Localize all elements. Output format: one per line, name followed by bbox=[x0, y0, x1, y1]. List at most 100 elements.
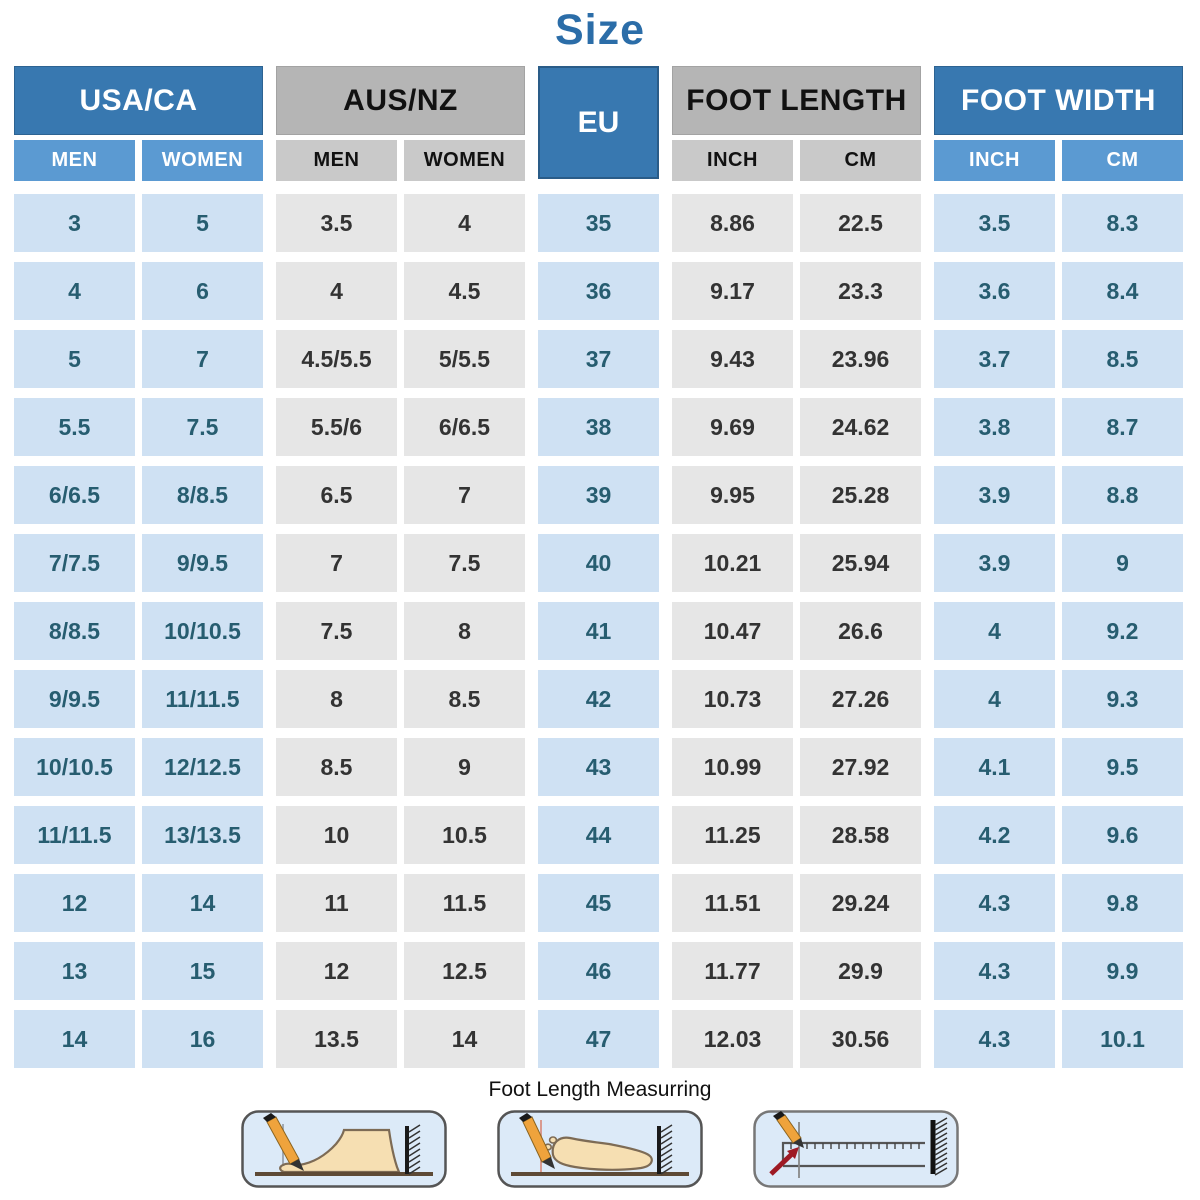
cell-aus-women: 7 bbox=[404, 466, 525, 524]
cell-foot-length-inch: 11.25 bbox=[672, 806, 793, 864]
cell-foot-width-cm: 9.9 bbox=[1062, 942, 1183, 1000]
cell-usa-women: 13/13.5 bbox=[142, 806, 263, 864]
cell-usa-men: 8/8.5 bbox=[14, 602, 135, 660]
cell-foot-length-cm: 26.6 bbox=[800, 602, 921, 660]
cell-aus-women: 5/5.5 bbox=[404, 330, 525, 388]
ruler-measure-icon bbox=[753, 1110, 959, 1188]
cell-foot-length-cm: 23.96 bbox=[800, 330, 921, 388]
subheader-row-usa: MEN WOMEN bbox=[14, 140, 263, 181]
cell-usa-men: 9/9.5 bbox=[14, 670, 135, 728]
cell-foot-length-cm: 25.28 bbox=[800, 466, 921, 524]
cell-usa-women: 7.5 bbox=[142, 398, 263, 456]
cell-foot-width-inch: 4.3 bbox=[934, 1010, 1055, 1068]
cell-foot-width-cm: 8.7 bbox=[1062, 398, 1183, 456]
header-aus-nz: AUS/NZ bbox=[276, 66, 525, 135]
table-row: 3 5 3.5 4 35 8.86 22.5 3.5 8.3 bbox=[14, 194, 1186, 252]
cell-aus-men: 10 bbox=[276, 806, 397, 864]
cell-foot-width-inch: 3.9 bbox=[934, 534, 1055, 592]
subheader-usa-men: MEN bbox=[14, 140, 135, 181]
cell-foot-length-inch: 10.47 bbox=[672, 602, 793, 660]
cell-foot-length-cm: 28.58 bbox=[800, 806, 921, 864]
cell-eu: 35 bbox=[538, 194, 659, 252]
cell-foot-length-inch: 9.43 bbox=[672, 330, 793, 388]
cell-aus-women: 7.5 bbox=[404, 534, 525, 592]
cell-aus-women: 8.5 bbox=[404, 670, 525, 728]
cell-usa-women: 9/9.5 bbox=[142, 534, 263, 592]
cell-aus-men: 6.5 bbox=[276, 466, 397, 524]
cell-usa-men: 5.5 bbox=[14, 398, 135, 456]
cell-foot-width-cm: 9 bbox=[1062, 534, 1183, 592]
cell-usa-women: 11/11.5 bbox=[142, 670, 263, 728]
cell-aus-men: 7 bbox=[276, 534, 397, 592]
measuring-guide: Foot Length Measurring bbox=[0, 1078, 1200, 1188]
header-eu: EU bbox=[538, 66, 659, 179]
cell-usa-men: 5 bbox=[14, 330, 135, 388]
cell-eu: 46 bbox=[538, 942, 659, 1000]
table-row: 5 7 4.5/5.5 5/5.5 37 9.43 23.96 3.7 8.5 bbox=[14, 330, 1186, 388]
cell-usa-men: 14 bbox=[14, 1010, 135, 1068]
cell-foot-width-inch: 3.9 bbox=[934, 466, 1055, 524]
cell-usa-women: 16 bbox=[142, 1010, 263, 1068]
cell-foot-length-cm: 23.3 bbox=[800, 262, 921, 320]
cell-foot-length-inch: 8.86 bbox=[672, 194, 793, 252]
cell-usa-women: 14 bbox=[142, 874, 263, 932]
cell-foot-width-inch: 4 bbox=[934, 602, 1055, 660]
cell-foot-width-inch: 3.6 bbox=[934, 262, 1055, 320]
cell-aus-women: 11.5 bbox=[404, 874, 525, 932]
cell-usa-men: 10/10.5 bbox=[14, 738, 135, 796]
table-row: 9/9.5 11/11.5 8 8.5 42 10.73 27.26 4 9.3 bbox=[14, 670, 1186, 728]
cell-usa-men: 7/7.5 bbox=[14, 534, 135, 592]
cell-foot-width-inch: 4.3 bbox=[934, 874, 1055, 932]
subheader-width-cm: CM bbox=[1062, 140, 1183, 181]
cell-foot-length-inch: 12.03 bbox=[672, 1010, 793, 1068]
cell-aus-women: 4.5 bbox=[404, 262, 525, 320]
cell-aus-women: 10.5 bbox=[404, 806, 525, 864]
table-row: 13 15 12 12.5 46 11.77 29.9 4.3 9.9 bbox=[14, 942, 1186, 1000]
cell-foot-length-cm: 22.5 bbox=[800, 194, 921, 252]
cell-foot-length-inch: 10.21 bbox=[672, 534, 793, 592]
subheader-usa-women: WOMEN bbox=[142, 140, 263, 181]
cell-usa-men: 4 bbox=[14, 262, 135, 320]
cell-foot-length-inch: 10.99 bbox=[672, 738, 793, 796]
cell-foot-length-cm: 27.92 bbox=[800, 738, 921, 796]
table-row: 6/6.5 8/8.5 6.5 7 39 9.95 25.28 3.9 8.8 bbox=[14, 466, 1186, 524]
cell-foot-length-cm: 24.62 bbox=[800, 398, 921, 456]
cell-aus-men: 4.5/5.5 bbox=[276, 330, 397, 388]
cell-foot-width-cm: 9.5 bbox=[1062, 738, 1183, 796]
cell-foot-length-cm: 29.9 bbox=[800, 942, 921, 1000]
cell-foot-width-cm: 8.8 bbox=[1062, 466, 1183, 524]
table-body: 3 5 3.5 4 35 8.86 22.5 3.5 8.3 4 6 4 4.5 36 9.17 23.3 3.… bbox=[14, 194, 1186, 1068]
cell-foot-width-inch: 3.8 bbox=[934, 398, 1055, 456]
cell-usa-women: 7 bbox=[142, 330, 263, 388]
subheader-length-inch: INCH bbox=[672, 140, 793, 181]
table-row: 14 16 13.5 14 47 12.03 30.56 4.3 10.1 bbox=[14, 1010, 1186, 1068]
cell-foot-width-inch: 4 bbox=[934, 670, 1055, 728]
foot-side-measure-icon bbox=[241, 1110, 447, 1188]
cell-foot-width-cm: 8.3 bbox=[1062, 194, 1183, 252]
cell-foot-length-inch: 11.77 bbox=[672, 942, 793, 1000]
cell-eu: 47 bbox=[538, 1010, 659, 1068]
cell-aus-women: 8 bbox=[404, 602, 525, 660]
subheader-length-cm: CM bbox=[800, 140, 921, 181]
table-header: USA/CA MEN WOMEN AUS/NZ MEN WOMEN EU FOO… bbox=[14, 66, 1186, 181]
cell-foot-width-inch: 4.3 bbox=[934, 942, 1055, 1000]
cell-eu: 43 bbox=[538, 738, 659, 796]
cell-usa-men: 13 bbox=[14, 942, 135, 1000]
cell-foot-length-inch: 11.51 bbox=[672, 874, 793, 932]
cell-aus-women: 12.5 bbox=[404, 942, 525, 1000]
cell-aus-women: 6/6.5 bbox=[404, 398, 525, 456]
cell-usa-men: 3 bbox=[14, 194, 135, 252]
cell-eu: 44 bbox=[538, 806, 659, 864]
measuring-illustrations bbox=[0, 1110, 1200, 1188]
cell-usa-women: 5 bbox=[142, 194, 263, 252]
size-table: USA/CA MEN WOMEN AUS/NZ MEN WOMEN EU FOO… bbox=[14, 66, 1186, 1078]
cell-foot-width-cm: 8.5 bbox=[1062, 330, 1183, 388]
cell-eu: 45 bbox=[538, 874, 659, 932]
cell-eu: 41 bbox=[538, 602, 659, 660]
subheader-width-inch: INCH bbox=[934, 140, 1055, 181]
cell-usa-women: 8/8.5 bbox=[142, 466, 263, 524]
cell-aus-men: 11 bbox=[276, 874, 397, 932]
cell-foot-width-cm: 9.6 bbox=[1062, 806, 1183, 864]
cell-eu: 39 bbox=[538, 466, 659, 524]
